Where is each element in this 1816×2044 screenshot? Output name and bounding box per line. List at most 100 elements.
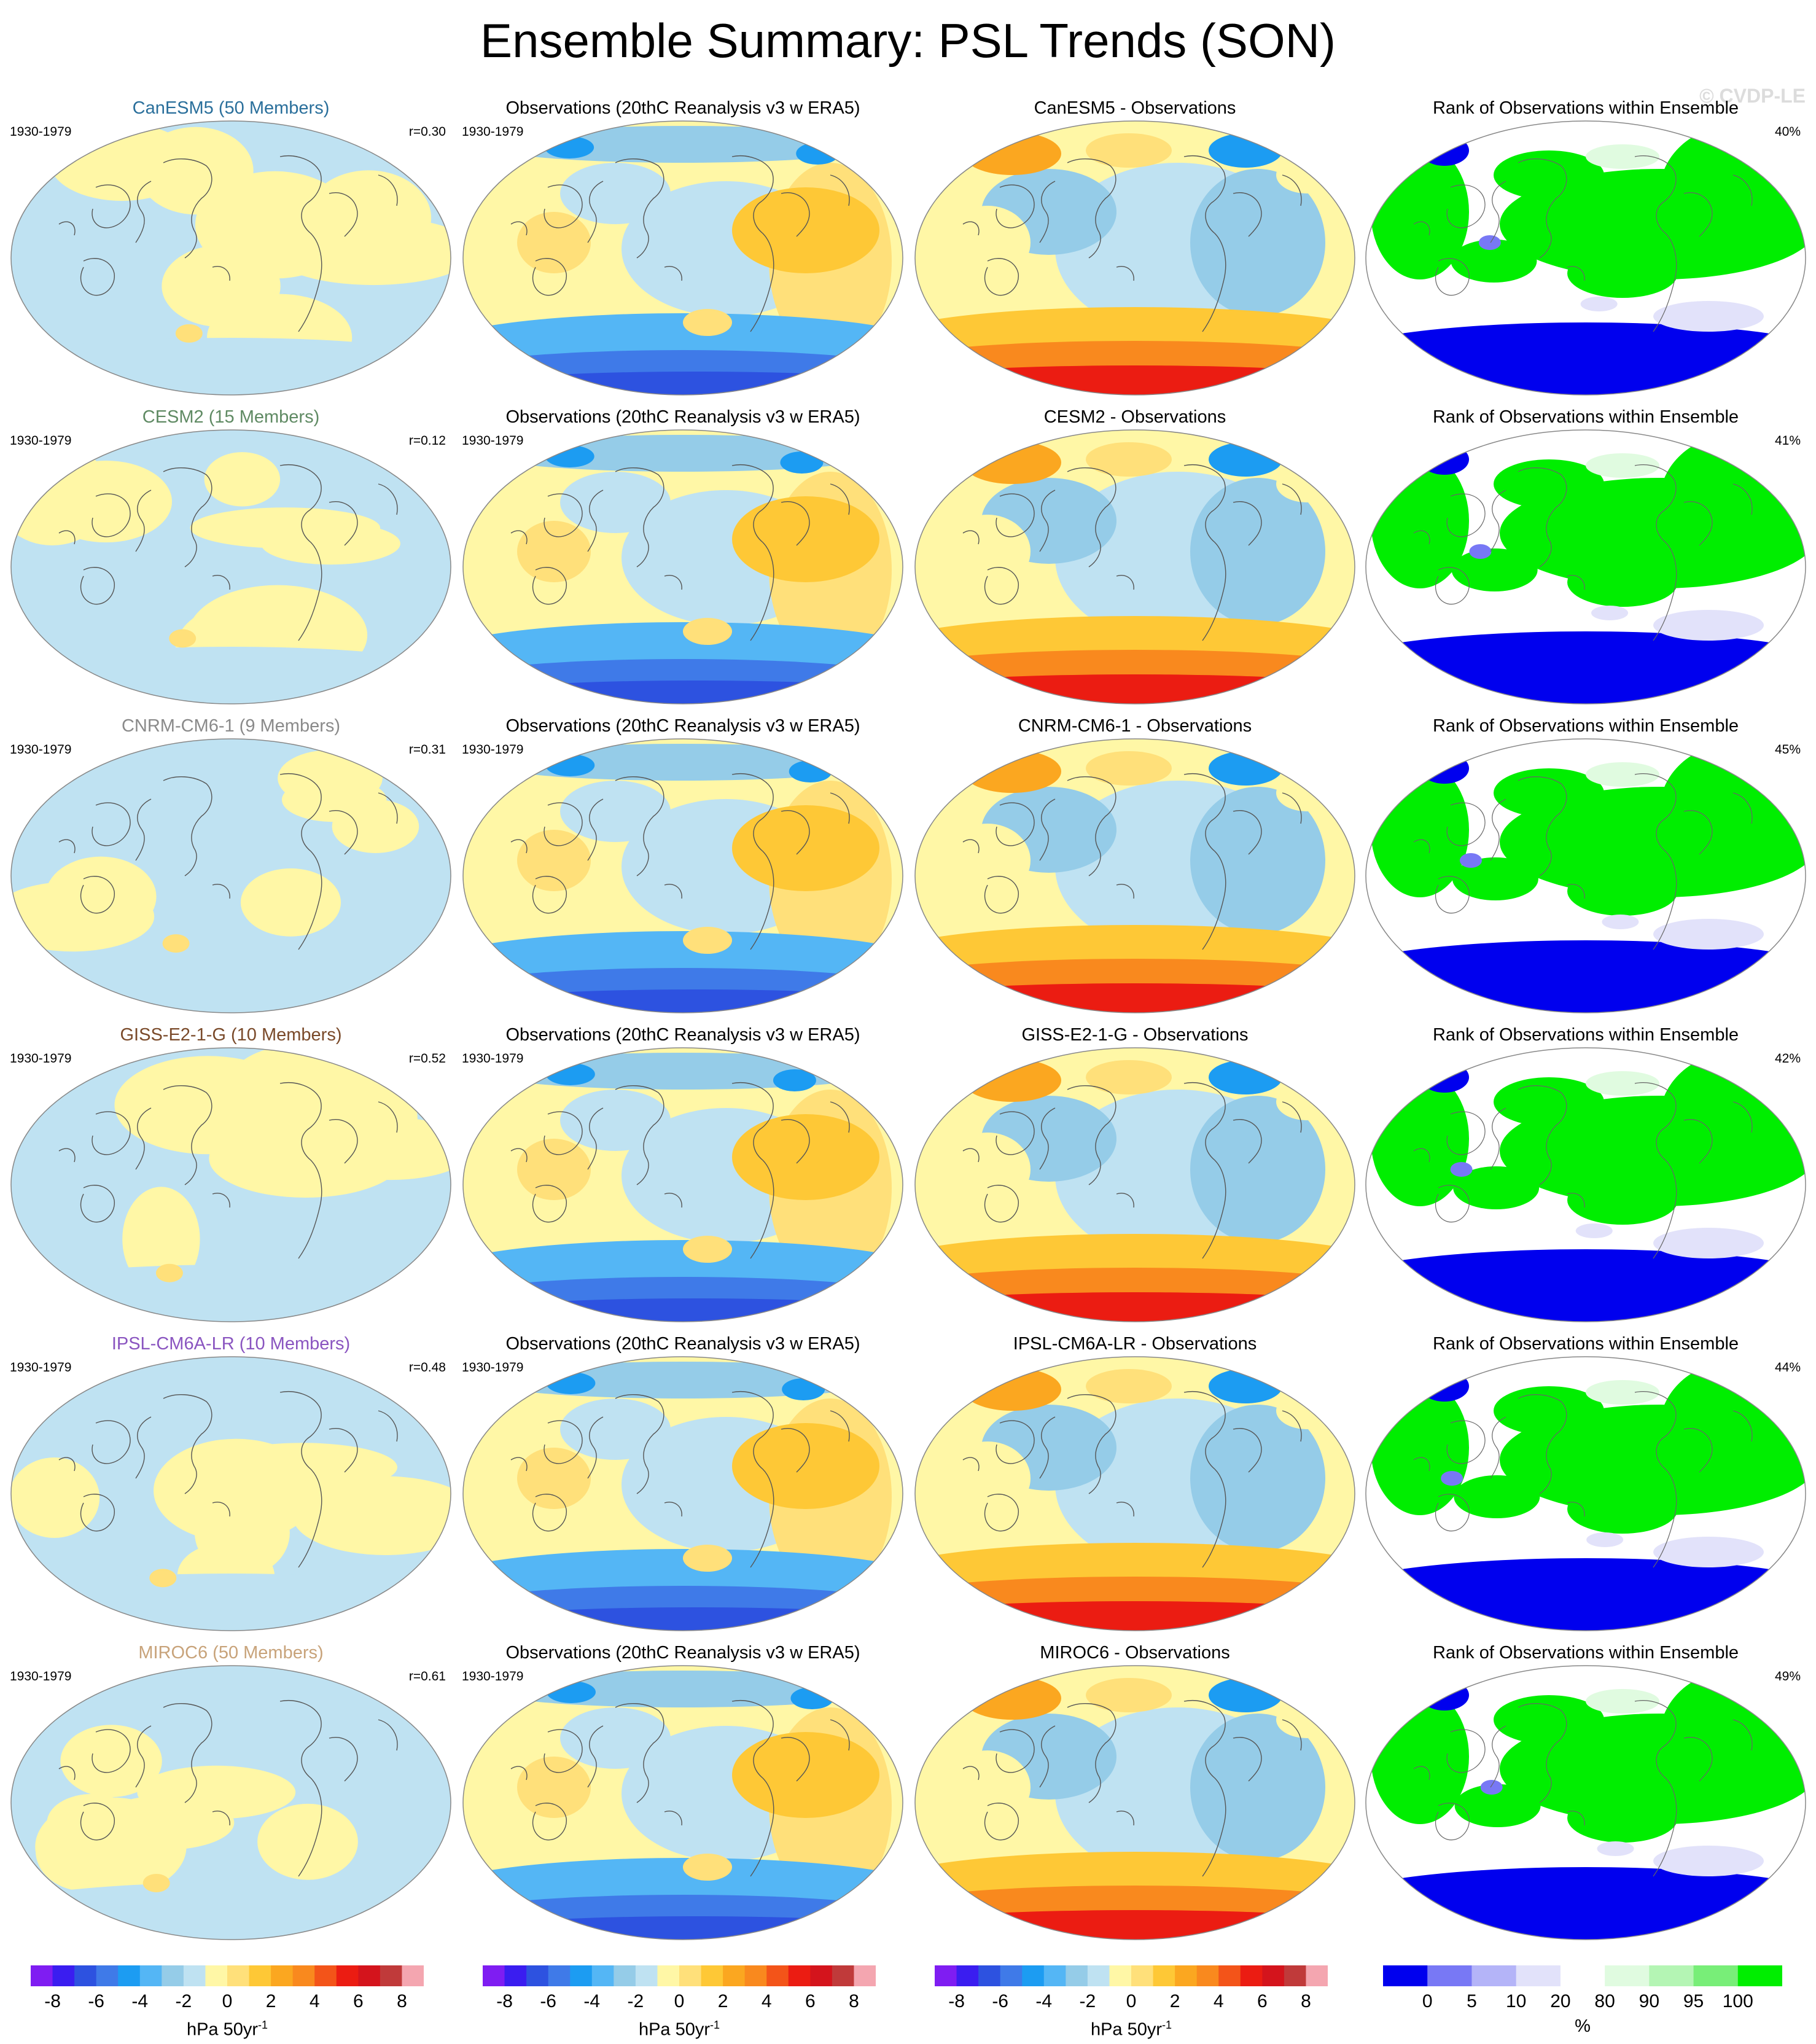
colorbar-swatch bbox=[31, 1965, 53, 1986]
colorbar-tick-label: 6 bbox=[1257, 1991, 1268, 2011]
colorbar-swatch bbox=[1471, 1965, 1517, 1986]
model-trend-map bbox=[10, 1356, 451, 1631]
colorbar-swatch bbox=[249, 1965, 271, 1986]
colorbar-tick-label: 0 bbox=[674, 1991, 685, 2011]
correlation-label: r=0.61 bbox=[408, 1669, 446, 1683]
rank-title: Rank of Observations within Ensemble bbox=[1432, 98, 1739, 118]
colorbar-tick-label: -8 bbox=[948, 1991, 965, 2011]
model-title: GISS-E2-1-G (10 Members) bbox=[120, 1025, 342, 1045]
rank-title: Rank of Observations within Ensemble bbox=[1432, 1334, 1739, 1354]
colorbar-swatch bbox=[1284, 1965, 1306, 1986]
colorbar-tick-label: 8 bbox=[397, 1991, 407, 2011]
colorbar-swatch bbox=[358, 1965, 381, 1986]
colorbar-swatch bbox=[657, 1965, 680, 1986]
colorbar-swatch bbox=[380, 1965, 402, 1986]
period-label: 1930-1979 bbox=[462, 743, 524, 757]
trend-colorbar bbox=[935, 1965, 1328, 1986]
colorbar-swatch bbox=[1043, 1965, 1066, 1986]
colorbar-tick-label: -6 bbox=[540, 1991, 556, 2011]
trend-colorbar bbox=[483, 1965, 876, 1986]
colorbar-tick-label: 0 bbox=[1126, 1991, 1137, 2011]
rank-title: Rank of Observations within Ensemble bbox=[1432, 1025, 1739, 1045]
model-title: CanESM5 (50 Members) bbox=[132, 98, 330, 118]
trend-colorbar bbox=[31, 1965, 424, 1986]
colorbar-tick-label: 8 bbox=[1301, 1991, 1311, 2011]
obs-title: Observations (20thC Reanalysis v3 w ERA5… bbox=[505, 1643, 860, 1663]
obs-trend-map bbox=[462, 429, 903, 704]
colorbar-swatch bbox=[766, 1965, 789, 1986]
colorbar-swatch bbox=[1109, 1965, 1132, 1986]
rank-title: Rank of Observations within Ensemble bbox=[1432, 716, 1739, 736]
correlation-label: r=0.31 bbox=[408, 743, 446, 757]
colorbar-tick-label: -2 bbox=[627, 1991, 644, 2011]
colorbar-tick-label: -4 bbox=[583, 1991, 601, 2011]
model-title: MIROC6 (50 Members) bbox=[138, 1643, 324, 1663]
colorbar-swatch bbox=[935, 1965, 957, 1986]
diff-title: CESM2 - Observations bbox=[1043, 407, 1226, 427]
obs-title: Observations (20thC Reanalysis v3 w ERA5… bbox=[505, 716, 860, 736]
colorbar-tick-label: -4 bbox=[1035, 1991, 1053, 2011]
colorbar-swatch bbox=[854, 1965, 876, 1986]
diff-trend-map bbox=[914, 1665, 1355, 1940]
colorbar-swatch bbox=[96, 1965, 119, 1986]
diff-trend-map bbox=[914, 429, 1355, 704]
colorbar-tick-label: 95 bbox=[1683, 1991, 1704, 2011]
rank-percent-label: 40% bbox=[1774, 125, 1801, 139]
rank-percent-label: 49% bbox=[1774, 1669, 1801, 1683]
colorbar-unit-label: hPa 50yr-1 bbox=[483, 2015, 876, 2040]
colorbar-swatch bbox=[1087, 1965, 1110, 1986]
colorbar-tick-label: -6 bbox=[88, 1991, 104, 2011]
diff-title: CNRM-CM6-1 - Observations bbox=[1018, 716, 1252, 736]
colorbar-swatch bbox=[978, 1965, 1001, 1986]
diff-trend-map bbox=[914, 1047, 1355, 1322]
watermark-text: © CVDP-LE bbox=[1699, 85, 1806, 107]
colorbar-swatch bbox=[118, 1965, 141, 1986]
colorbar-swatch bbox=[1737, 1965, 1782, 1986]
rank-map bbox=[1365, 1665, 1806, 1940]
unit-text: hPa 50yr bbox=[186, 2019, 259, 2040]
diff-trend-map bbox=[914, 1356, 1355, 1631]
rank-colorbar bbox=[1383, 1965, 1782, 1986]
colorbar-unit-label: hPa 50yr-1 bbox=[935, 2015, 1328, 2040]
rank-map bbox=[1365, 1047, 1806, 1322]
colorbar-tick-label: -2 bbox=[1079, 1991, 1096, 2011]
colorbar-swatch bbox=[614, 1965, 636, 1986]
colorbar-swatch bbox=[1000, 1965, 1023, 1986]
diff-trend-map bbox=[914, 738, 1355, 1013]
rank-title: Rank of Observations within Ensemble bbox=[1432, 1643, 1739, 1663]
colorbar-tick-label: -6 bbox=[992, 1991, 1008, 2011]
colorbar-swatch bbox=[832, 1965, 854, 1986]
colorbar-tick-label: -2 bbox=[175, 1991, 192, 2011]
colorbar-swatch bbox=[1022, 1965, 1045, 1986]
unit-exponent: -1 bbox=[258, 2019, 268, 2031]
rank-percent-label: 41% bbox=[1774, 434, 1801, 448]
colorbar-swatch bbox=[52, 1965, 75, 1986]
colorbar-swatch bbox=[679, 1965, 702, 1986]
colorbar-swatch bbox=[74, 1965, 97, 1986]
colorbar-swatch bbox=[723, 1965, 746, 1986]
colorbar-swatch bbox=[591, 1965, 614, 1986]
colorbar-swatch bbox=[1262, 1965, 1285, 1986]
colorbar-tick-label: 2 bbox=[265, 1991, 276, 2011]
rank-map bbox=[1365, 738, 1806, 1013]
colorbar-tick-label: 90 bbox=[1639, 1991, 1660, 2011]
rank-percent-label: 42% bbox=[1774, 1051, 1801, 1066]
unit-exponent: -1 bbox=[1162, 2019, 1172, 2031]
rank-percent-label: 45% bbox=[1774, 743, 1801, 757]
period-label: 1930-1979 bbox=[462, 434, 524, 448]
period-label: 1930-1979 bbox=[462, 1051, 524, 1066]
colorbar-swatch bbox=[570, 1965, 593, 1986]
colorbar-tick-label: 4 bbox=[309, 1991, 320, 2011]
colorbar-unit-label: hPa 50yr-1 bbox=[31, 2015, 424, 2040]
colorbar-swatch bbox=[227, 1965, 250, 1986]
diff-title: MIROC6 - Observations bbox=[1040, 1643, 1230, 1663]
obs-title: Observations (20thC Reanalysis v3 w ERA5… bbox=[505, 98, 860, 118]
correlation-label: r=0.30 bbox=[408, 125, 446, 139]
rank-map bbox=[1365, 429, 1806, 704]
period-label: 1930-1979 bbox=[10, 743, 72, 757]
colorbar-tick-label: 2 bbox=[1169, 1991, 1180, 2011]
rank-title: Rank of Observations within Ensemble bbox=[1432, 407, 1739, 427]
colorbar-swatch bbox=[1516, 1965, 1561, 1986]
diff-title: GISS-E2-1-G - Observations bbox=[1021, 1025, 1249, 1045]
obs-trend-map bbox=[462, 1047, 903, 1322]
